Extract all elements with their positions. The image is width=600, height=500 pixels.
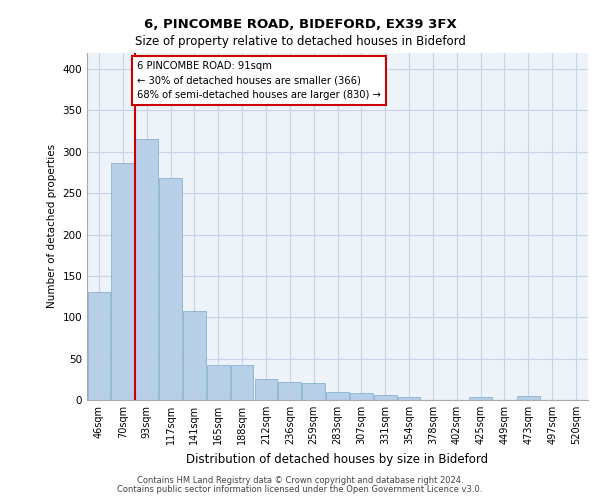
Bar — [398, 396, 421, 400]
Bar — [183, 312, 206, 400]
Bar — [207, 365, 230, 400]
Bar — [136, 140, 158, 400]
Bar — [254, 380, 277, 400]
Bar — [469, 396, 492, 400]
Bar — [302, 384, 325, 400]
Text: Size of property relative to detached houses in Bideford: Size of property relative to detached ho… — [134, 35, 466, 48]
Bar — [88, 292, 110, 400]
Text: Contains public sector information licensed under the Open Government Licence v3: Contains public sector information licen… — [118, 485, 482, 494]
Y-axis label: Number of detached properties: Number of detached properties — [47, 144, 57, 308]
Bar — [159, 178, 182, 400]
Text: Contains HM Land Registry data © Crown copyright and database right 2024.: Contains HM Land Registry data © Crown c… — [137, 476, 463, 485]
Bar — [517, 396, 539, 400]
Bar — [350, 394, 373, 400]
Bar — [374, 395, 397, 400]
Bar — [231, 365, 253, 400]
Bar — [278, 382, 301, 400]
X-axis label: Distribution of detached houses by size in Bideford: Distribution of detached houses by size … — [187, 452, 488, 466]
Text: 6 PINCOMBE ROAD: 91sqm
← 30% of detached houses are smaller (366)
68% of semi-de: 6 PINCOMBE ROAD: 91sqm ← 30% of detached… — [137, 61, 381, 100]
Bar — [326, 392, 349, 400]
Bar — [112, 162, 134, 400]
Text: 6, PINCOMBE ROAD, BIDEFORD, EX39 3FX: 6, PINCOMBE ROAD, BIDEFORD, EX39 3FX — [143, 18, 457, 30]
